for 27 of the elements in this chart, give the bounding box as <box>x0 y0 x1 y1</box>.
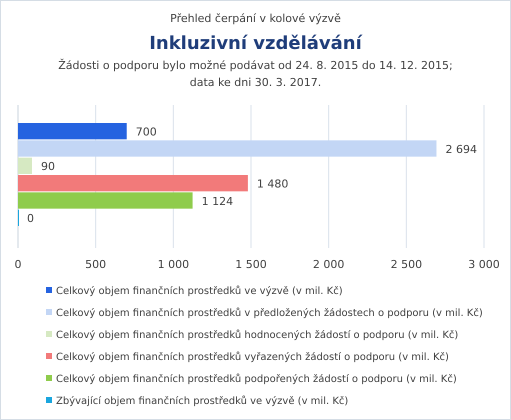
x-tick-label: 2 000 <box>312 258 344 271</box>
x-tick-label: 3 000 <box>468 258 500 271</box>
legend-label: Celkový objem finančních prostředků hodnocených žádostí o podporu (v mil. Kč) <box>56 329 458 341</box>
x-tick-label: 0 <box>14 258 22 271</box>
legend-label: Celkový objem finančních prostředků vyřazených žádostí o podporu (v mil. Kč) <box>56 351 449 363</box>
data-label: 1 480 <box>256 178 288 191</box>
legend-label: Celkový objem finančních prostředků v předložených žádostech o podporu (v mil. Kč) <box>56 307 483 319</box>
bar <box>18 175 248 192</box>
legend-label: Zbývající objem finančních prostředků ve výzvě (v mil. Kč) <box>56 395 348 407</box>
data-label: 1 124 <box>202 194 234 208</box>
x-tick-label: 1 000 <box>158 258 190 271</box>
legend-label: Celkový objem finančních prostředků ve výzvě (v mil. Kč) <box>56 285 343 297</box>
x-tick-label: 1 500 <box>235 258 267 271</box>
x-tick-label: 2 500 <box>390 258 422 271</box>
x-tick-label: 500 <box>85 258 106 271</box>
data-label: 2 694 <box>445 142 477 156</box>
bar <box>18 192 193 209</box>
bar <box>18 158 32 174</box>
bar <box>18 123 127 140</box>
data-label: 90 <box>40 160 55 174</box>
text: Přehled čerpání v kolové výzvě <box>170 12 342 25</box>
chart-subtitle: Žádosti o podporu bylo možné podávat od 24. 8. 2015 do 14. 12. 2015; data ke dni 30. 3. 2017. <box>58 58 453 89</box>
legend-label: Celkový objem finančních prostředků podpořených žádostí o podporu (v mil. Kč) <box>56 373 457 385</box>
data-label: 700 <box>136 126 157 139</box>
bar <box>18 140 436 157</box>
data-label: 0 <box>27 212 34 226</box>
chart-title: Inkluzivní vzdělávání <box>149 33 363 54</box>
